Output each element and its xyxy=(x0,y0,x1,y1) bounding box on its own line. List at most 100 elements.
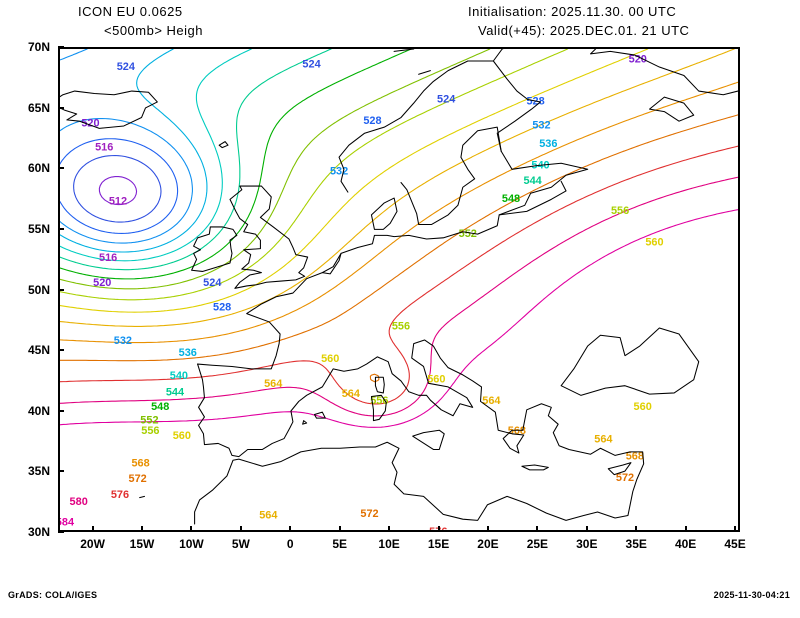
contour-label: 532 xyxy=(532,120,550,132)
contour-label: 568 xyxy=(626,450,644,462)
x-tick-label: 10E xyxy=(378,537,400,551)
contour-label: 536 xyxy=(539,138,557,150)
contour-label: 556 xyxy=(392,321,410,333)
contour-label: 520 xyxy=(93,277,111,289)
chart-header: ICON EU 0.0625 <500mb> Heigh Initialisat… xyxy=(0,0,800,44)
contour-label: 540 xyxy=(170,370,188,382)
contour-label: 524 xyxy=(117,61,135,73)
contour-label: 580 xyxy=(70,496,88,508)
contour-label: 520 xyxy=(81,117,99,129)
y-tick xyxy=(58,106,64,109)
model-title: ICON EU 0.0625 xyxy=(78,4,183,19)
x-tick-label: 40E xyxy=(674,537,697,551)
y-tick-label: 30N xyxy=(27,525,50,539)
contour-label: 560 xyxy=(321,353,339,365)
x-tick-label: 20E xyxy=(477,537,499,551)
contour-label: 516 xyxy=(99,252,117,264)
contour-label: 568 xyxy=(508,425,526,437)
x-tick xyxy=(684,526,687,532)
y-tick xyxy=(58,409,64,412)
x-tick xyxy=(635,526,638,532)
x-tick xyxy=(289,526,292,532)
y-tick-label: 60N xyxy=(27,161,50,176)
contour-label: 520 xyxy=(629,54,647,66)
y-tick xyxy=(58,349,64,352)
contour-label: 524 xyxy=(437,93,455,105)
y-tick-label: 65N xyxy=(27,100,50,115)
contour-labels: 524 524 524 520 520 516 512 516 520 528 528 532 532 5… xyxy=(60,54,664,530)
x-tick-label: 10W xyxy=(179,537,204,551)
y-tick-label: 55N xyxy=(27,221,50,236)
y-tick-label: 70N xyxy=(27,40,50,54)
contour-label: 556 xyxy=(611,205,629,217)
contour-label: 548 xyxy=(502,193,520,205)
contour-label: 572 xyxy=(360,508,378,520)
x-tick xyxy=(437,526,440,532)
contour-label: 560 xyxy=(427,373,445,385)
contour-label: 512 xyxy=(109,195,127,207)
x-tick-label: 35E xyxy=(625,537,647,551)
x-tick-label: 5E xyxy=(332,537,348,551)
footer-credit: GrADS: COLA/IGES xyxy=(8,590,98,600)
y-tick xyxy=(58,531,64,533)
x-tick xyxy=(585,526,588,532)
y-tick xyxy=(58,167,64,170)
coastlines xyxy=(60,49,738,525)
y-tick xyxy=(58,227,64,230)
x-tick-label: 15W xyxy=(129,537,155,551)
x-tick-label: 15E xyxy=(427,537,450,551)
x-tick-label: 20W xyxy=(80,537,105,551)
contour-label: 572 xyxy=(616,472,634,484)
contour-label: 556 xyxy=(141,425,159,437)
contour-plot-svg: 524 524 524 520 520 516 512 516 520 528 528 532 532 5… xyxy=(60,49,738,530)
contour-plot-frame: 524 524 524 520 520 516 512 516 520 528 528 532 532 5… xyxy=(58,47,740,532)
contour-label: 564 xyxy=(259,509,277,521)
contour-label: 528 xyxy=(363,115,381,127)
contour-label: 564 xyxy=(594,434,612,446)
y-tick-label: 35N xyxy=(27,464,50,479)
y-tick xyxy=(58,46,64,48)
x-tick xyxy=(388,526,391,532)
x-tick xyxy=(338,526,341,532)
contour-label: 572 xyxy=(129,473,147,485)
contour-label: 532 xyxy=(330,165,348,177)
contour-label: 524 xyxy=(203,277,221,289)
contour-label: 544 xyxy=(524,175,542,187)
contour-label: 556 xyxy=(370,395,388,407)
initialisation-time: Initialisation: 2025.11.30. 00 UTC xyxy=(468,4,677,19)
contour-label: 564 xyxy=(264,378,282,390)
contour-label: 560 xyxy=(645,236,663,248)
y-tick-label: 40N xyxy=(27,403,50,418)
x-tick xyxy=(486,526,489,532)
level-subtitle: <500mb> Heigh xyxy=(104,23,204,38)
footer-timestamp: 2025-11-30-04:21 xyxy=(713,590,790,600)
contour-label: 528 xyxy=(213,301,231,313)
x-tick xyxy=(190,526,193,532)
contour-label: 552 xyxy=(459,228,477,240)
contour-label: 552 xyxy=(140,414,158,426)
contour-label: 568 xyxy=(131,458,149,470)
x-tick-label: 25E xyxy=(526,537,549,551)
y-tick xyxy=(58,288,64,291)
x-tick-label: 5W xyxy=(231,537,250,551)
contour-label: 544 xyxy=(166,387,184,399)
contour-label: 584 xyxy=(60,517,74,529)
contour-label: 524 xyxy=(302,58,320,70)
x-tick xyxy=(536,526,539,532)
x-tick xyxy=(141,526,143,532)
x-tick-label: 45E xyxy=(724,537,746,551)
contour-label: 548 xyxy=(151,401,169,413)
contour-label: 560 xyxy=(634,401,652,413)
y-tick-label: 50N xyxy=(27,282,50,297)
contour-label: 532 xyxy=(114,335,132,347)
valid-time: Valid(+45): 2025.DEC.01. 21 UTC xyxy=(478,23,690,38)
x-tick-label: 0 xyxy=(286,537,294,551)
contour-label: 536 xyxy=(179,347,197,359)
contour-label: 564 xyxy=(342,388,360,400)
contour-label: 528 xyxy=(526,96,544,108)
x-tick xyxy=(239,526,242,532)
y-tick xyxy=(58,470,64,473)
x-tick xyxy=(91,526,94,532)
contour-label: 516 xyxy=(95,141,113,153)
contour-label: 576 xyxy=(111,489,129,501)
